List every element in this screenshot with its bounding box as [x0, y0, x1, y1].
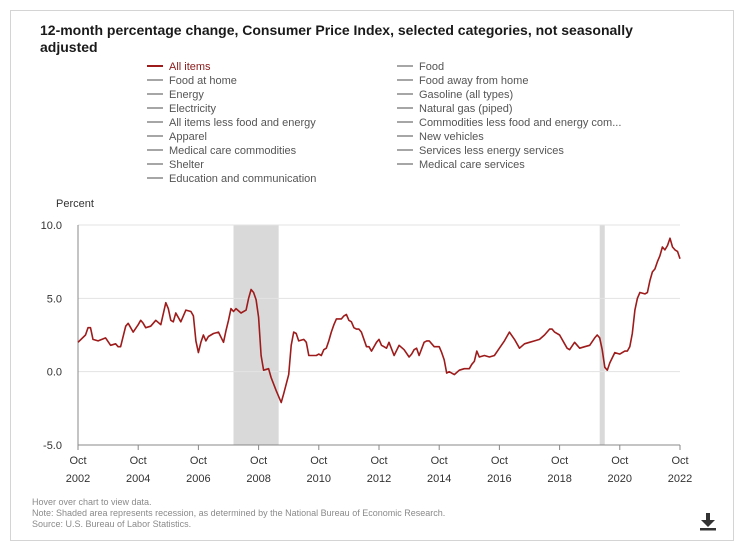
legend-item[interactable]: Medical care services	[397, 158, 525, 172]
legend-item[interactable]: Energy	[147, 88, 204, 102]
footnote-source: Source: U.S. Bureau of Labor Statistics.	[32, 519, 192, 529]
legend-item[interactable]: All items	[147, 60, 211, 74]
x-tick-label: Oct	[130, 455, 147, 467]
legend-swatch	[397, 121, 413, 124]
legend-swatch	[147, 107, 163, 110]
y-axis-label: Percent	[56, 198, 94, 210]
legend-label: Food away from home	[419, 75, 529, 87]
x-tick-label: 2010	[307, 473, 331, 485]
legend-item[interactable]: Natural gas (piped)	[397, 102, 513, 116]
legend-label: Education and communication	[169, 173, 317, 185]
legend-swatch	[397, 163, 413, 166]
legend-swatch	[147, 149, 163, 152]
x-tick-label: 2006	[186, 473, 210, 485]
x-tick-label: Oct	[250, 455, 267, 467]
x-tick-label: 2016	[487, 473, 511, 485]
x-tick-label: 2008	[246, 473, 270, 485]
recession-band	[599, 225, 605, 445]
legend-label: Medical care services	[419, 159, 525, 171]
recession-band	[233, 225, 279, 445]
legend-swatch	[147, 121, 163, 124]
legend-label: All items less food and energy	[169, 117, 316, 129]
legend-swatch	[147, 177, 163, 180]
x-tick-label: 2014	[427, 473, 451, 485]
legend-label: All items	[169, 61, 211, 73]
legend-label: Services less energy services	[419, 145, 564, 157]
legend-item[interactable]: Commodities less food and energy com...	[397, 116, 621, 130]
legend-swatch	[397, 107, 413, 110]
series-layer	[77, 237, 681, 404]
legend-label: Apparel	[169, 131, 207, 143]
x-tick-label: 2002	[66, 473, 90, 485]
legend-item[interactable]: Food	[397, 60, 444, 74]
legend-label: Shelter	[169, 159, 204, 171]
legend-item[interactable]: Food at home	[147, 74, 237, 88]
y-tick-label: 0.0	[47, 367, 62, 379]
x-tick-label: Oct	[190, 455, 207, 467]
x-tick-label: Oct	[551, 455, 568, 467]
x-tick-label: Oct	[611, 455, 628, 467]
x-tick-label: Oct	[431, 455, 448, 467]
legend-item[interactable]: Shelter	[147, 158, 204, 172]
x-tick-label: Oct	[69, 455, 86, 467]
chart-title: 12-month percentage change, Consumer Pri…	[40, 22, 633, 55]
legend-label: Food	[419, 61, 445, 73]
x-tick-label: 2018	[547, 473, 571, 485]
x-tick-label: Oct	[310, 455, 327, 467]
x-tick-label: 2004	[126, 473, 150, 485]
legend-swatch	[147, 65, 163, 68]
legend-swatch	[397, 149, 413, 152]
series-line	[77, 237, 681, 404]
legend-item[interactable]: Gasoline (all types)	[397, 88, 513, 102]
legend-label: Medical care commodities	[169, 145, 297, 157]
legend-swatch	[147, 135, 163, 138]
legend-swatch	[147, 79, 163, 82]
legend-swatch	[397, 93, 413, 96]
legend-label: Food at home	[169, 75, 237, 87]
legend-item[interactable]: Food away from home	[397, 74, 528, 88]
y-tick-label: 10.0	[41, 220, 62, 232]
legend-item[interactable]: Services less energy services	[397, 144, 564, 158]
x-tick-label: 2012	[367, 473, 391, 485]
legend-item[interactable]: Electricity	[147, 102, 216, 116]
legend-label: New vehicles	[419, 131, 484, 143]
x-tick-label: Oct	[491, 455, 508, 467]
legend-label: Gasoline (all types)	[419, 89, 514, 101]
x-tick-label: Oct	[370, 455, 387, 467]
y-tick-label: 5.0	[47, 293, 62, 305]
legend-item[interactable]: Education and communication	[147, 172, 316, 186]
legend-swatch	[147, 93, 163, 96]
x-tick-label: 2022	[668, 473, 692, 485]
chart-frame	[10, 10, 734, 541]
x-tick-label: 2020	[608, 473, 632, 485]
footnote-hover: Hover over chart to view data.	[32, 497, 152, 507]
grid-layer	[78, 224, 680, 446]
legend-label: Natural gas (piped)	[419, 103, 513, 115]
axis-layer: 10.0 5.0 0.0 -5.0 Oct 2002 Oct 2004 Oct 2006 Oct 20…	[41, 220, 693, 485]
download-icon[interactable]	[698, 511, 718, 531]
legend-label: Energy	[169, 89, 204, 101]
legend-item[interactable]: Medical care commodities	[147, 144, 296, 158]
x-tick-label: Oct	[671, 455, 688, 467]
legend-swatch	[397, 65, 413, 68]
legend-label: Commodities less food and energy com...	[419, 117, 622, 129]
legend-item[interactable]: All items less food and energy	[147, 116, 316, 130]
chart-footnotes: Hover over chart to view data. Note: Sha…	[32, 497, 445, 530]
recession-layer	[233, 225, 605, 445]
footnote-note: Note: Shaded area represents recession, …	[32, 508, 446, 518]
legend-swatch	[397, 135, 413, 138]
legend-swatch	[147, 163, 163, 166]
legend-label: Electricity	[169, 103, 217, 115]
y-tick-label: -5.0	[43, 440, 62, 452]
legend-item[interactable]: New vehicles	[397, 130, 484, 144]
legend-swatch	[397, 79, 413, 82]
legend-item[interactable]: Apparel	[147, 130, 207, 144]
download-icon-glyph	[700, 513, 716, 531]
